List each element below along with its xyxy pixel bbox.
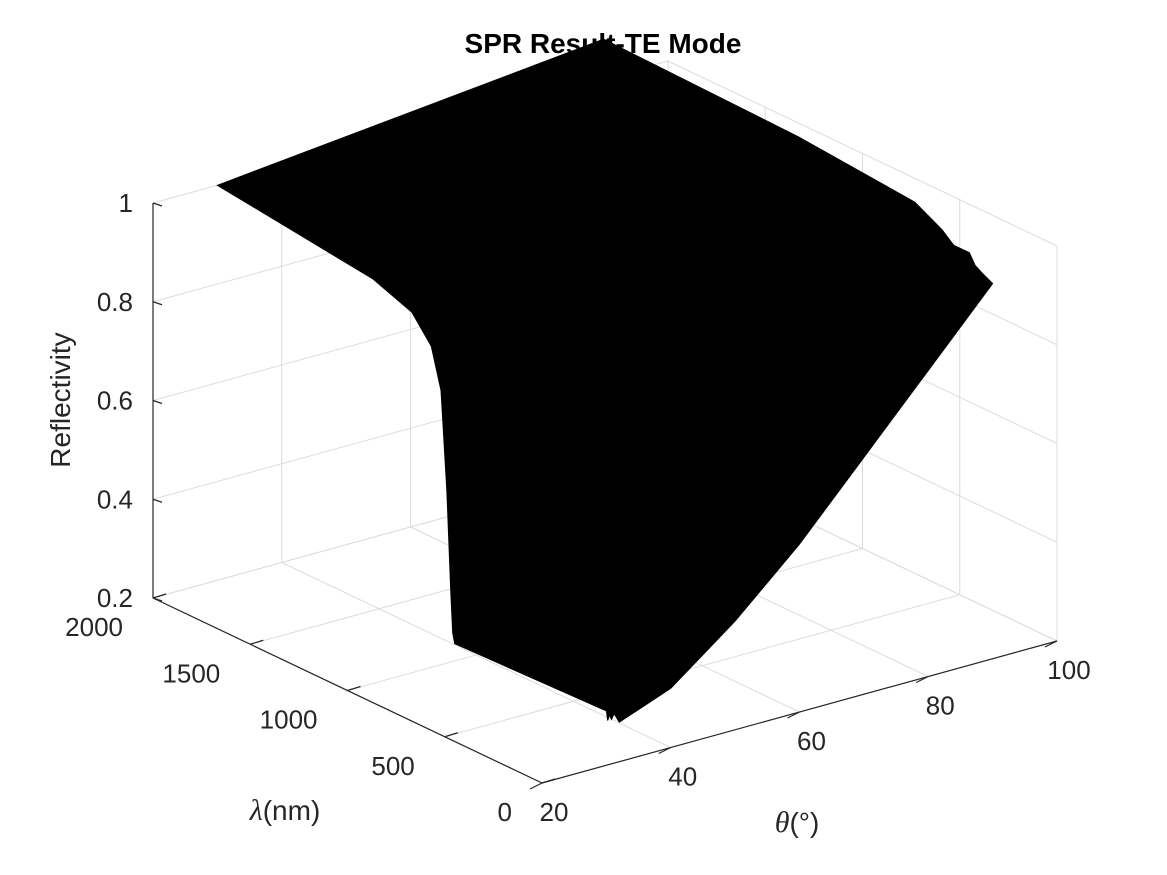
theta-symbol: θ [775,806,790,839]
theta-tick-label: 40 [668,762,697,792]
theta-unit: (°) [789,807,819,838]
z-tick-label: 0.2 [97,583,133,613]
lambda-tick-label: 1000 [260,705,318,735]
theta-tick-mark [658,746,672,755]
theta-tick-mark [915,675,929,684]
theta-tick-label: 20 [540,797,569,827]
theta-tick-label: 80 [926,691,955,721]
theta-tick-label: 60 [797,726,826,756]
lambda-tick-mark [347,685,361,692]
z-tick-mark [152,301,163,306]
theta-tick-mark [1044,640,1058,648]
z-tick-mark [152,597,163,602]
theta-tick-mark [787,711,800,719]
reflectivity-surface [216,38,994,723]
theta-tick-mark [529,782,543,790]
lambda-tick-label: 2000 [65,612,123,642]
lambda-unit: (nm) [263,795,321,826]
lambda-tick-label: 500 [371,751,414,781]
theta-axis-label: θ(°) [775,806,820,839]
z-tick-label: 1 [119,188,133,218]
lambda-tick-mark [152,593,167,599]
z-tick-mark [152,202,163,207]
z-axis-label: Reflectivity [45,332,76,467]
lambda-tick-mark [444,732,458,738]
z-tick-label: 0.4 [97,484,133,514]
lambda-tick-label: 0 [498,797,512,827]
z-tick-label: 0.6 [97,386,133,416]
z-tick-mark [152,498,163,503]
lambda-tick-mark [250,639,264,645]
lambda-tick-label: 1500 [162,658,220,688]
z-tick-mark [152,399,163,405]
surface-layer [216,38,994,723]
z-tick-label: 0.8 [97,287,133,317]
theta-tick-label: 100 [1047,655,1090,685]
lambda-axis-label: λ(nm) [249,794,321,827]
lambda-symbol: λ [249,794,263,827]
right-wall-horizontal-gridline [667,60,1058,247]
lambda-tick-mark [541,778,556,784]
floor-gridline-lambda [444,594,960,738]
